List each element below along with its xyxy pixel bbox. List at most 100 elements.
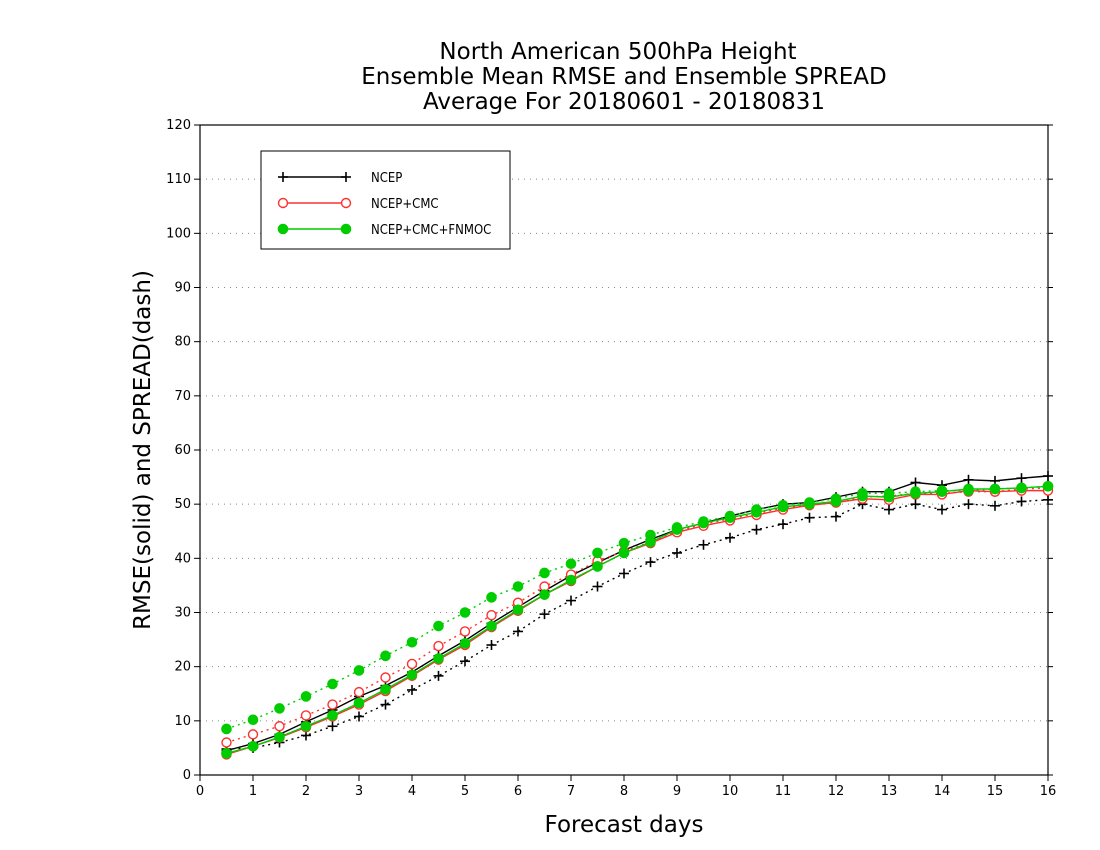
spread-point-ncep-cmc — [327, 699, 338, 710]
rmse-point-ncep-cmc-fnmoc — [406, 669, 418, 681]
y-tick-label: 100 — [166, 226, 191, 241]
x-tick-label: 6 — [514, 784, 522, 799]
y-tick-label: 70 — [174, 389, 191, 404]
x-tick-label: 1 — [249, 784, 257, 799]
spread-point-ncep — [804, 512, 815, 523]
spread-point-ncep — [1043, 494, 1053, 505]
legend-label-ncep-cmc-fnmoc: NCEP+CMC+FNMOC — [371, 223, 491, 238]
rmse-point-ncep-cmc-fnmoc — [936, 486, 948, 498]
y-tick-label: 80 — [174, 335, 191, 350]
spread-point-ncep — [884, 504, 894, 515]
spread-point-ncep — [751, 524, 762, 535]
spread-point-ncep — [354, 711, 364, 722]
spread-point-ncep — [725, 532, 735, 543]
legend-marker-ncep-cmc-fnmoc — [277, 223, 289, 235]
spread-point-ncep-cmc-fnmoc — [380, 650, 391, 662]
legend-item-ncep-cmc: NCEP+CMC — [277, 197, 439, 212]
spread-point-ncep-cmc-fnmoc — [539, 567, 550, 579]
rmse-point-ncep-cmc-fnmoc — [804, 498, 815, 510]
rmse-point-ncep-cmc-fnmoc — [459, 638, 471, 649]
legend-marker-ncep-cmc-fnmoc — [340, 223, 352, 235]
spread-point-ncep-cmc — [300, 710, 312, 721]
spread-point-ncep-cmc — [406, 658, 418, 670]
rmse-point-ncep-cmc-fnmoc — [751, 506, 762, 518]
x-tick-label: 7 — [567, 784, 575, 799]
y-tick-label: 10 — [174, 714, 191, 729]
spread-point-ncep — [645, 557, 656, 568]
spread-point-ncep-cmc-fnmoc — [327, 678, 338, 690]
x-axis-label: Forecast days — [545, 812, 704, 838]
spread-point-ncep-cmc-fnmoc — [592, 547, 603, 559]
y-tick-label: 50 — [174, 497, 191, 512]
spread-line-ncep-cmc — [226, 487, 1049, 744]
rmse-point-ncep-cmc-fnmoc — [327, 710, 338, 721]
spread-point-ncep-cmc-fnmoc — [486, 592, 497, 603]
series-ncep-cmc-fnmoc — [221, 480, 1054, 759]
y-tick-label: 0 — [183, 768, 191, 783]
y-tick-label: 30 — [174, 606, 191, 621]
series-layer — [221, 471, 1054, 760]
x-tick-label: 15 — [987, 784, 1004, 799]
spread-point-ncep — [486, 640, 497, 650]
rmse-point-ncep-cmc-fnmoc — [857, 490, 868, 502]
spread-point-ncep — [963, 499, 974, 510]
spread-point-ncep — [619, 568, 629, 579]
x-tick-label: 8 — [620, 784, 628, 799]
spread-point-ncep-cmc — [221, 737, 232, 748]
rmse-point-ncep-cmc-fnmoc — [565, 574, 577, 586]
rmse-point-ncep-cmc-fnmoc — [671, 524, 683, 535]
y-tick-label: 110 — [166, 172, 191, 187]
spread-point-ncep — [831, 511, 841, 522]
rmse-point-ncep-cmc-fnmoc — [486, 620, 497, 632]
legend: NCEP NCEP+CMC NCEP+CMC+FNMOC — [260, 150, 511, 250]
x-tick-label: 11 — [775, 784, 792, 799]
spread-point-ncep-cmc — [380, 672, 391, 683]
rmse-point-ncep-cmc-fnmoc — [221, 748, 232, 759]
spread-point-ncep-cmc-fnmoc — [618, 537, 630, 549]
rmse-point-ncep-cmc-fnmoc — [830, 496, 842, 507]
rmse-point-ncep-cmc-fnmoc — [247, 740, 259, 752]
spread-point-ncep-cmc-fnmoc — [221, 723, 232, 735]
x-tick-label: 12 — [828, 784, 845, 799]
spread-line-ncep-cmc-fnmoc — [226, 485, 1049, 730]
legend-marker-ncep — [278, 172, 288, 182]
rmse-point-ncep-cmc-fnmoc — [274, 731, 285, 743]
spread-point-ncep-cmc-fnmoc — [433, 620, 444, 632]
series-ncep — [221, 471, 1053, 756]
rmse-point-ncep-cmc-fnmoc — [618, 547, 630, 559]
legend-marker-ncep — [341, 172, 351, 182]
spread-point-ncep-cmc — [247, 729, 259, 740]
rmse-point-ncep-cmc-fnmoc — [300, 720, 312, 732]
rmse-point-ncep-cmc-fnmoc — [989, 483, 1001, 495]
x-tick-label: 16 — [1040, 784, 1057, 799]
legend-item-ncep-cmc-fnmoc: NCEP+CMC+FNMOC — [277, 223, 491, 238]
rmse-point-ncep-cmc-fnmoc — [592, 561, 603, 572]
rmse-point-ncep — [1043, 471, 1053, 481]
rmse-line-ncep-cmc-fnmoc — [226, 485, 1049, 755]
title-line-2: Ensemble Mean RMSE and Ensemble SPREAD — [361, 64, 886, 90]
rmse-point-ncep-cmc-fnmoc — [539, 589, 550, 600]
spread-point-ncep-cmc-fnmoc — [274, 703, 285, 714]
legend-label-ncep-cmc: NCEP+CMC — [371, 197, 439, 212]
spread-point-ncep-cmc-fnmoc — [353, 665, 365, 676]
title-line-1: North American 500hPa Height — [439, 39, 796, 65]
rmse-point-ncep-cmc-fnmoc — [433, 653, 444, 664]
spread-point-ncep — [513, 626, 523, 637]
spread-point-ncep — [937, 504, 947, 515]
series-ncep-cmc — [221, 482, 1054, 760]
chart-title: North American 500hPa Height Ensemble Me… — [361, 39, 886, 115]
rmse-point-ncep-cmc-fnmoc — [724, 512, 736, 524]
rmse-point-ncep-cmc-fnmoc — [1042, 480, 1054, 492]
rmse-point-ncep-cmc-fnmoc — [512, 604, 524, 616]
spread-point-ncep-cmc-fnmoc — [459, 607, 471, 618]
spread-point-ncep — [539, 609, 550, 620]
rmse-point-ncep-cmc-fnmoc — [698, 517, 709, 529]
x-tick-label: 2 — [302, 784, 310, 799]
spread-point-ncep-cmc-fnmoc — [565, 558, 577, 570]
legend-box — [260, 150, 511, 250]
y-tick-label: 40 — [174, 551, 191, 566]
x-tick-label: 10 — [722, 784, 739, 799]
spread-point-ncep — [990, 500, 1000, 511]
spread-point-ncep — [380, 699, 391, 710]
x-tick-label: 14 — [934, 784, 951, 799]
